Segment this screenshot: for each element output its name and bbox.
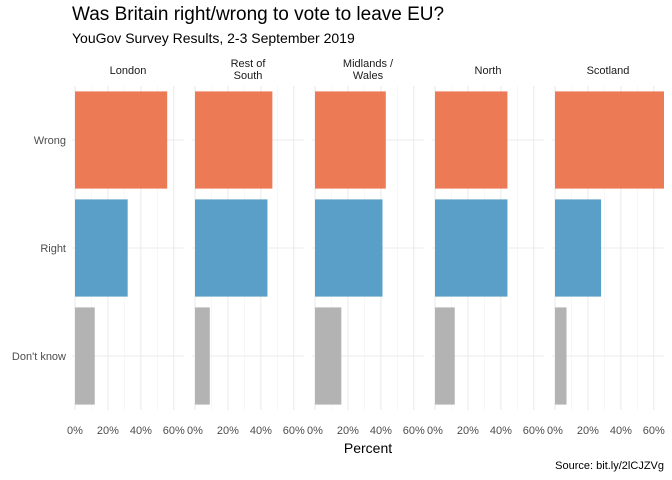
x-tick-label: 20% xyxy=(577,425,599,437)
x-tick-label: 0% xyxy=(307,425,323,437)
chart-caption: Source: bit.ly/2lCJZVg xyxy=(555,460,664,472)
x-tick-label: 60% xyxy=(523,425,545,437)
x-tick-label: 60% xyxy=(163,425,185,437)
x-tick-label: 60% xyxy=(643,425,665,437)
bar-don-t-know xyxy=(435,307,455,405)
facet-label: Midlands / xyxy=(343,58,394,70)
x-tick-label: 60% xyxy=(283,425,305,437)
facet-label: Scotland xyxy=(587,65,630,77)
facet-label: South xyxy=(234,70,263,82)
bar-don-t-know xyxy=(555,307,567,405)
x-tick-label: 20% xyxy=(337,425,359,437)
bar-wrong xyxy=(555,91,664,189)
y-tick-label: Don't know xyxy=(12,351,66,363)
bar-don-t-know xyxy=(75,307,95,405)
bar-right xyxy=(315,199,383,297)
chart-subtitle: YouGov Survey Results, 2-3 September 201… xyxy=(72,30,355,46)
bar-wrong xyxy=(75,91,168,189)
x-tick-label: 40% xyxy=(250,425,272,437)
y-tick-label: Wrong xyxy=(34,135,66,147)
facet-label: North xyxy=(475,65,502,77)
x-tick-label: 20% xyxy=(97,425,119,437)
bar-right xyxy=(195,199,268,297)
bar-wrong xyxy=(315,91,386,189)
bar-right xyxy=(435,199,508,297)
x-tick-label: 40% xyxy=(130,425,152,437)
bar-right xyxy=(75,199,128,297)
x-tick-label: 0% xyxy=(187,425,203,437)
bar-right xyxy=(555,199,602,297)
facet-label: London xyxy=(110,65,147,77)
x-tick-label: 0% xyxy=(67,425,83,437)
x-tick-label: 40% xyxy=(610,425,632,437)
facet-label: Wales xyxy=(353,70,384,82)
x-tick-label: 0% xyxy=(547,425,563,437)
bar-don-t-know xyxy=(195,307,210,405)
x-tick-label: 0% xyxy=(427,425,443,437)
y-tick-label: Right xyxy=(40,243,66,255)
x-tick-label: 20% xyxy=(457,425,479,437)
x-tick-label: 40% xyxy=(370,425,392,437)
x-tick-label: 60% xyxy=(403,425,425,437)
bar-wrong xyxy=(435,91,508,189)
chart-title: Was Britain right/wrong to vote to leave… xyxy=(72,4,445,25)
bar-don-t-know xyxy=(315,307,342,405)
facet-label: Rest of xyxy=(231,58,267,70)
x-tick-label: 40% xyxy=(490,425,512,437)
x-axis-title: Percent xyxy=(344,440,392,456)
bar-wrong xyxy=(195,91,273,189)
x-tick-label: 20% xyxy=(217,425,239,437)
